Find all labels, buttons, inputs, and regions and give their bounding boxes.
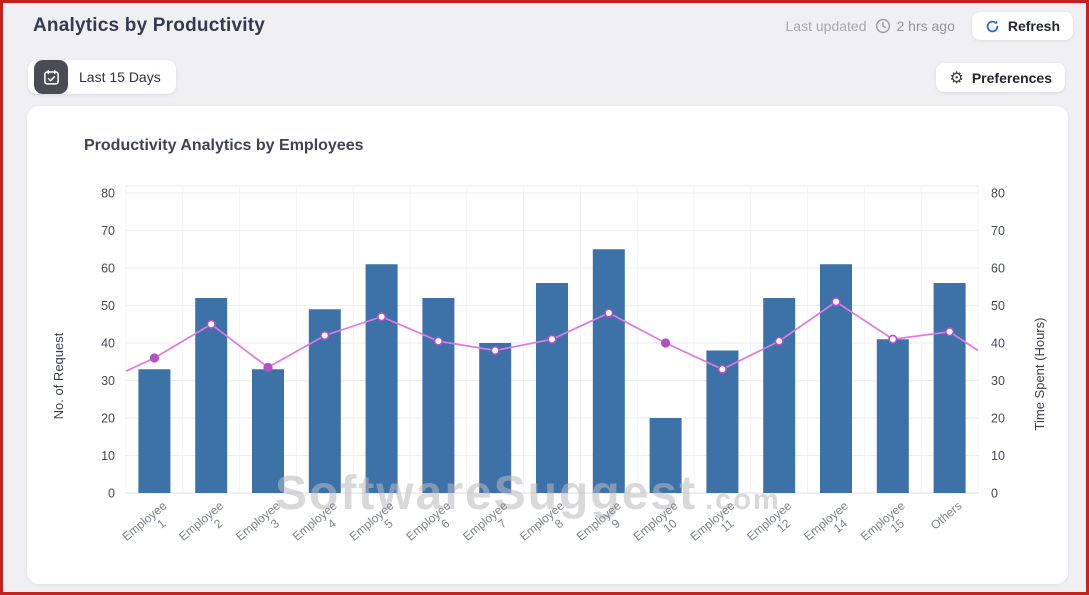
bar-employee-6[interactable] — [422, 298, 455, 493]
last-updated-value: 2 hrs ago — [896, 18, 955, 34]
x-tick-label: Employee2 — [176, 498, 234, 553]
line-point-employee-6[interactable] — [433, 336, 444, 346]
y-right-tick: 0 — [991, 487, 998, 501]
date-range-label: Last 15 Days — [79, 69, 161, 85]
y-right-tick: 30 — [991, 374, 1005, 388]
refresh-label: Refresh — [1007, 18, 1060, 34]
preferences-button[interactable]: ⚙ Preferences — [936, 63, 1065, 92]
bar-employee-1[interactable] — [138, 369, 171, 493]
line-point-employee-5[interactable] — [377, 312, 387, 322]
y-left-tick: 80 — [101, 187, 115, 201]
bar-employee-10[interactable] — [649, 418, 682, 493]
page-title: Analytics by Productivity — [33, 15, 266, 36]
y-left-axis-title: No. of Request — [51, 332, 66, 419]
bar-employee-8[interactable] — [536, 283, 568, 493]
line-point-employee-1[interactable] — [149, 353, 159, 363]
line-point-employee-7[interactable] — [490, 345, 500, 356]
x-tick-label: Others — [928, 499, 965, 533]
x-tick-label: Employee1 — [119, 498, 177, 553]
chart-card: Productivity Analytics by Employees 0 0 10… — [27, 106, 1068, 584]
line-point-employee-12[interactable] — [774, 336, 784, 346]
bar-employee-11[interactable] — [706, 350, 739, 494]
line-point-employee-11[interactable] — [717, 364, 728, 374]
bar-others[interactable] — [933, 283, 966, 493]
y-right-tick: 40 — [991, 337, 1005, 351]
watermark: SoftwareSuggest .com — [275, 467, 781, 520]
y-left-tick: 60 — [101, 262, 115, 276]
y-left-tick: 0 — [108, 487, 115, 501]
x-tick-label: Employee15 — [858, 498, 916, 553]
gear-icon: ⚙ — [949, 67, 964, 87]
date-range-button[interactable]: Last 15 Days — [28, 60, 176, 94]
bar-employee-9[interactable] — [592, 249, 625, 493]
chart-title: Productivity Analytics by Employees — [84, 137, 364, 154]
y-left-tick: 70 — [101, 224, 115, 238]
calendar-check-icon — [34, 60, 68, 94]
preferences-label: Preferences — [971, 69, 1052, 86]
line-point-employee-2[interactable] — [206, 319, 216, 329]
y-right-tick: 60 — [991, 262, 1005, 276]
line-point-employee-9[interactable] — [604, 308, 614, 318]
refresh-button[interactable]: Refresh — [971, 12, 1073, 40]
y-right-tick: 20 — [991, 412, 1005, 426]
clock-icon — [875, 18, 891, 34]
bar-employee-15[interactable] — [876, 339, 909, 493]
productivity-chart: 0 0 10 10 20 20 30 30 40 40 50 50 60 60 70 70 80 80 Softwa… — [51, 185, 1047, 553]
y-right-axis-title: Time Spent (Hours) — [1032, 318, 1047, 431]
bar-employee-3[interactable] — [252, 369, 284, 493]
line-point-employee-8[interactable] — [547, 334, 557, 344]
bar-employee-5[interactable] — [365, 264, 398, 493]
line-point-employee-4[interactable] — [320, 330, 330, 341]
x-tick-label: Employee14 — [801, 498, 859, 553]
y-left-tick: 30 — [101, 374, 115, 388]
y-left-tick: 10 — [101, 449, 115, 463]
line-point-employee-15[interactable] — [888, 334, 898, 344]
y-right-tick: 70 — [991, 224, 1005, 238]
y-right-tick: 80 — [991, 187, 1005, 201]
y-right-tick: 50 — [991, 299, 1005, 313]
refresh-icon — [985, 19, 1000, 34]
bar-employee-7[interactable] — [479, 343, 512, 493]
y-left-tick: 50 — [101, 299, 115, 313]
y-left-tick: 20 — [101, 412, 115, 426]
app-header: Analytics by Productivity Last updated 2… — [33, 9, 1073, 43]
last-updated-label: Last updated — [785, 18, 867, 34]
line-point-employee-14[interactable] — [831, 297, 841, 307]
y-left-tick: 40 — [101, 337, 115, 351]
line-point-employee-3[interactable] — [263, 362, 273, 372]
line-point-others[interactable] — [944, 327, 955, 337]
bar-employee-12[interactable] — [763, 298, 796, 493]
line-point-employee-10[interactable] — [660, 338, 671, 348]
y-right-tick: 10 — [991, 449, 1005, 463]
